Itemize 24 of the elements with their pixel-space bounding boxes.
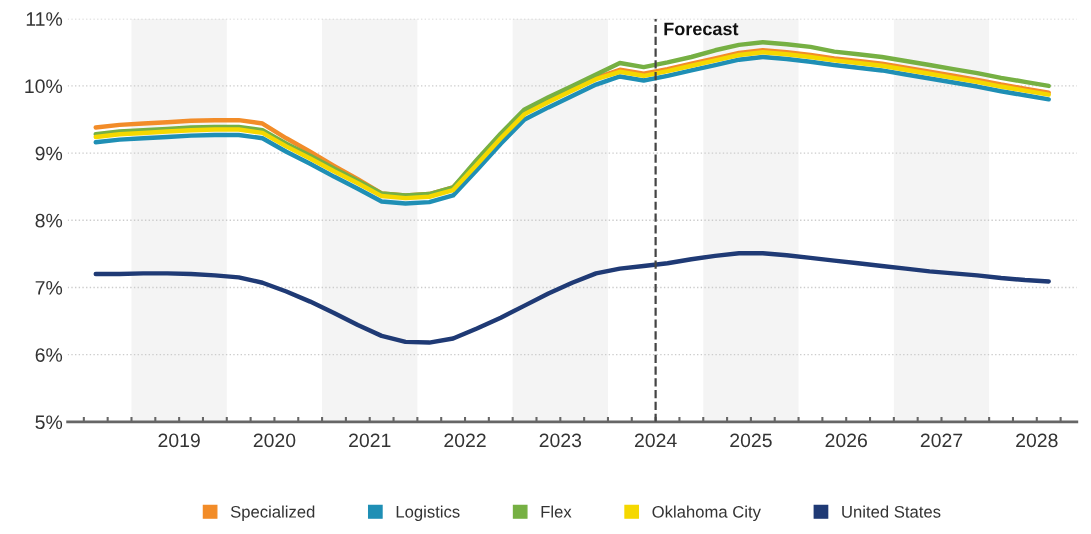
y-tick-label: 10% xyxy=(25,79,63,94)
legend-label: Flex xyxy=(541,505,572,518)
y-tick-label: 5% xyxy=(35,415,63,430)
x-tick-label: 2021 xyxy=(349,433,391,448)
x-tick-label: 2024 xyxy=(634,433,677,448)
y-tick-label: 6% xyxy=(35,348,63,362)
x-tick-label: 2022 xyxy=(444,433,486,448)
y-tick-label: 8% xyxy=(35,213,63,228)
legend-label: United States xyxy=(842,505,941,518)
legend-label: Specialized xyxy=(230,505,315,522)
ref-line-label: Forecast xyxy=(664,22,739,36)
x-tick-label: 2027 xyxy=(920,433,963,448)
x-tick-label: 2026 xyxy=(825,433,867,448)
x-tick-label: 2020 xyxy=(253,433,296,448)
x-tick-label: 2028 xyxy=(1016,433,1058,448)
legend-label: Logistics xyxy=(396,505,460,522)
y-tick-label: 7% xyxy=(35,281,63,295)
y-tick-label: 11% xyxy=(26,12,63,26)
x-tick-label: 2023 xyxy=(539,433,582,448)
legend-label: Oklahoma City xyxy=(652,505,761,522)
x-tick-label: 2019 xyxy=(158,433,200,448)
y-tick-label: 9% xyxy=(35,146,63,161)
line-series xyxy=(93,250,1051,345)
x-tick-label: 2025 xyxy=(730,433,772,448)
